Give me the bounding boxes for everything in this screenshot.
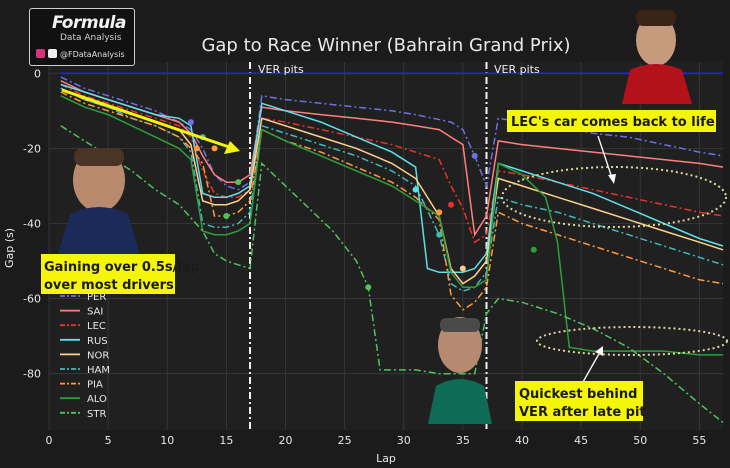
pit-stop-marker [193,145,200,152]
legend: PER SAI LEC RUS NOR HAM PIA ALO STR [60,292,110,420]
pit-stop-marker [448,201,455,208]
y-tick-label: -60 [23,293,41,306]
x-tick-label: 10 [160,434,174,447]
callout-lec-line1: LEC's car comes back to life [511,115,715,130]
x-tick-label: 55 [692,434,706,447]
series-line-alo [60,95,723,356]
lec-arrow-head [608,174,616,184]
lec-arrow [597,135,613,179]
legend-label-ham: HAM [87,365,110,376]
axis-layer: 0 5 10 15 20 25 30 35 40 45 50 55 0 -20 -40 -60 -80 [23,67,706,447]
ver-pits-label-2: VER pits [494,63,540,76]
brand-name: Formula [52,13,126,33]
alo-driver-photo [428,317,492,424]
instagram-icon [36,49,45,58]
social-handle-row: @FDataAnalysis [36,49,125,59]
gain-arrow-head [224,141,240,154]
x-tick-label: 0 [46,434,53,447]
pit-stop-marker [412,186,419,193]
pit-stop-marker [187,119,194,126]
x-tick-label: 45 [574,434,588,447]
lec-driver-photo [622,10,692,104]
callout-quickest-line2: VER after late pit [519,405,646,420]
series-line-ham [60,87,724,292]
pit-stop-marker [459,265,466,272]
brand-logo: Formula Data Analysis @FDataAnalysis [29,8,135,66]
legend-label-lec: LEC [87,321,106,332]
lec-highlight-ellipse [501,166,727,228]
callout-lec-box [507,110,716,132]
pit-stop-marker [223,212,230,219]
legend-label-alo: ALO [87,394,107,405]
y-tick-label: -20 [23,142,41,155]
pit-stop-marker [530,246,537,253]
pit-stop-marker [436,209,443,216]
legend-label-nor: NOR [87,350,109,361]
callout-gaining-box [41,254,175,294]
pit-stop-marker [436,231,443,238]
series-line-pia [60,91,724,311]
x-tick-label: 15 [219,434,233,447]
legend-label-pia: PIA [87,380,103,391]
x-tick-label: 20 [278,434,292,447]
legend-label-sai: SAI [87,307,103,318]
x-tick-label: 40 [515,434,529,447]
legend-label-rus: RUS [87,336,108,347]
x-icon [48,49,57,58]
x-tick-label: 50 [633,434,647,447]
pit-stop-marker [235,179,242,186]
ver-driver-photo [58,148,140,254]
callout-quickest-line1: Quickest behind [519,387,637,402]
social-handle: @FDataAnalysis [60,50,125,59]
pit-stop-marker [471,152,478,159]
y-tick-label: -80 [23,368,41,381]
legend-label-per: PER [87,292,106,303]
pit-stop-marker [365,284,372,291]
series-line-sai [60,80,724,237]
x-tick-label: 5 [105,434,112,447]
alo-arrow-head [595,346,603,356]
legend-label-str: STR [87,409,106,420]
brand-subtitle: Data Analysis [60,33,122,43]
y-tick-label: 0 [34,67,41,80]
y-tick-label: -40 [23,217,41,230]
chart-title: Gap to Race Winner (Bahrain Grand Prix) [201,35,570,56]
alo-highlight-ellipse [536,326,728,356]
x-tick-label: 30 [397,434,411,447]
x-tick-label: 25 [338,434,352,447]
callout-quickest-box [515,381,643,421]
x-axis-label: Lap [376,452,396,465]
alo-arrow [582,351,601,383]
callout-gaining-line2: over most drivers [44,278,174,293]
y-axis-label: Gap (s) [3,228,16,268]
gain-arrow [61,88,233,150]
ver-pits-label-1: VER pits [258,63,304,76]
x-tick-label: 35 [456,434,470,447]
callout-gaining-line1: Gaining over 0.5s/lap [44,260,200,275]
pit-stop-marker [211,145,218,152]
series-line-rus [60,83,724,274]
